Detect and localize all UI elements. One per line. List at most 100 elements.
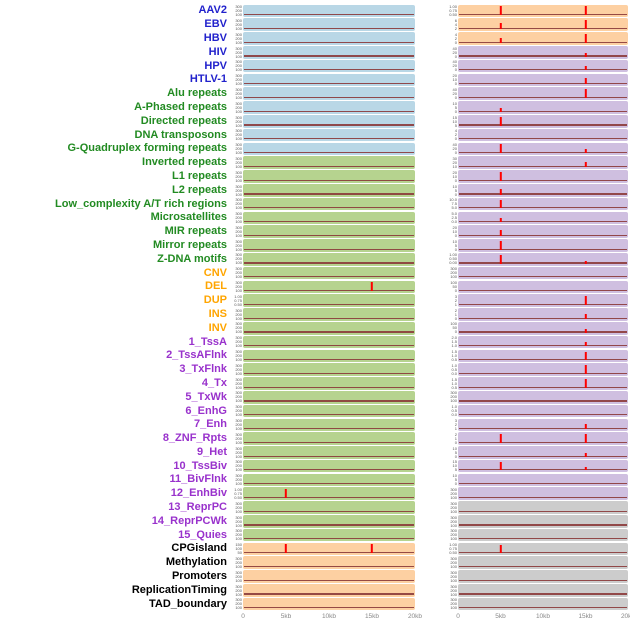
y-tick-label: 0.50 (234, 301, 242, 307)
track-panel-left (243, 473, 415, 487)
y-tick-label: 200 (235, 63, 242, 69)
y-tick-label: 100 (235, 39, 242, 45)
y-tick-label: 20 (452, 170, 457, 175)
signal-baseline (459, 538, 627, 540)
signal-baseline (244, 469, 414, 471)
signal-baseline (459, 82, 627, 85)
y-tick-label: 0 (454, 94, 457, 100)
track-panel-left (243, 335, 415, 349)
signal-baseline (244, 414, 414, 416)
track-panel-left (243, 459, 415, 473)
y-tick-label: 300 (235, 32, 242, 37)
y-tick-label: 200 (235, 146, 242, 152)
signal-peak (284, 489, 288, 499)
y-axis-ticks-right: 20 10 0 (444, 171, 458, 183)
signal-baseline (459, 372, 627, 374)
y-tick-label: 200 (450, 573, 457, 579)
y-tick-label: 2 (454, 132, 457, 138)
y-tick-label: 300 (450, 584, 457, 589)
y-tick-label: 0 (454, 329, 457, 334)
track-panel-right (458, 556, 628, 570)
y-tick-label: 100 (235, 315, 242, 321)
track-label: INS (208, 307, 227, 320)
y-tick-label: 200 (235, 449, 242, 455)
y-tick-label: 0 (454, 191, 457, 196)
y-tick-label: 300 (450, 488, 457, 493)
track-row: 12_EnhBiv 1.000.750.500.250.00 300200100… (0, 487, 630, 501)
signal-peak (584, 6, 587, 16)
track-label: ReplicationTiming (131, 583, 227, 596)
track-panel-right (458, 156, 628, 169)
track-row: G-Quadruplex forming repeats 3002001000 … (0, 142, 630, 156)
signal-peak (499, 230, 502, 236)
track-panel-left (243, 404, 415, 418)
y-tick-label: 1 (454, 426, 457, 431)
signal-baseline (459, 510, 627, 512)
y-tick-label: 100 (235, 357, 242, 362)
y-tick-label: 0.50 (449, 550, 457, 555)
y-tick-label: 300 (450, 529, 457, 534)
signal-peak (584, 434, 587, 443)
y-tick-label: 0 (454, 439, 457, 445)
signal-baseline (459, 207, 627, 209)
y-tick-label: 300 (235, 308, 242, 313)
signal-baseline (459, 276, 627, 278)
y-tick-label: 300 (235, 5, 242, 10)
track-label: Promoters (171, 570, 227, 583)
signal-peak (584, 341, 587, 347)
y-tick-label: 200 (235, 587, 242, 593)
y-tick-label: 6 (454, 18, 457, 23)
signal-peak (584, 453, 587, 457)
y-tick-label: 0 (454, 481, 457, 486)
y-tick-label: 10 (452, 228, 457, 234)
track-panel-right (458, 280, 628, 294)
y-axis-ticks-right: 10 5 0 (444, 447, 458, 459)
y-tick-label: 100 (450, 508, 457, 514)
y-tick-label: 300 (235, 170, 242, 175)
x-tick-label: 15kb (578, 613, 593, 621)
y-tick-label: 300 (235, 225, 242, 230)
y-tick-label: 1.0 (451, 405, 457, 410)
y-axis-ticks-right: 1.0 0.5 0.0 (444, 364, 458, 376)
y-tick-label: 100 (235, 564, 242, 569)
track-label: Directed repeats (140, 114, 227, 127)
signal-baseline (459, 179, 627, 181)
y-tick-label: 300 (450, 598, 457, 603)
y-tick-label: 300 (235, 184, 242, 189)
y-tick-label: 200 (235, 518, 242, 524)
y-tick-label: 200 (235, 573, 242, 579)
y-tick-label: 40 (452, 143, 457, 148)
track-label: 2_TssAFlnk (166, 349, 227, 362)
track-panel-left (243, 18, 415, 31)
y-tick-label: 300 (235, 253, 242, 258)
x-axis-row: 0 5kb 10kb 15kb 20kb 0 5kb 10kb 15kb 20kb (0, 611, 630, 626)
track-label: MIR repeats (164, 225, 227, 238)
y-axis-ticks-right: 100 50 0 (444, 322, 458, 334)
track-panel-left (243, 170, 415, 183)
y-tick-label: 300 (235, 46, 242, 51)
y-axis-ticks-right: 20 10 0 (444, 74, 458, 86)
y-tick-label: 100 (235, 94, 242, 100)
y-tick-label: 300 (235, 598, 242, 603)
signal-peak (584, 19, 587, 29)
